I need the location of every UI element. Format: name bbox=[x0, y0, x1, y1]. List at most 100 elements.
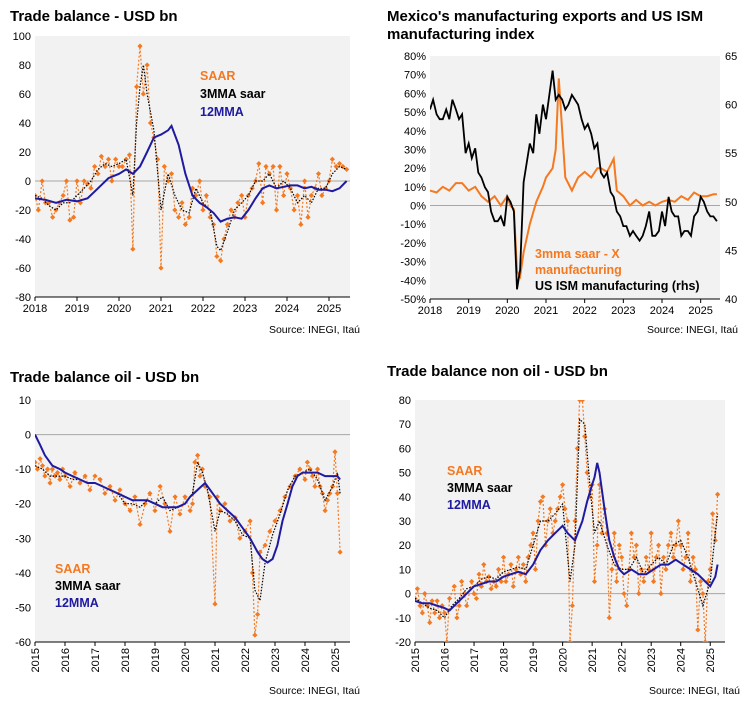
saar-point bbox=[203, 192, 209, 199]
x-tick-label: 2023 bbox=[270, 648, 282, 672]
y-tick-label: -40% bbox=[400, 275, 426, 287]
saar-point bbox=[344, 166, 350, 172]
saar-point bbox=[158, 265, 164, 271]
saar-point bbox=[235, 200, 241, 206]
saar-point bbox=[60, 192, 66, 199]
saar-point bbox=[95, 171, 101, 177]
chart-title: Trade balance non oil - USD bn bbox=[387, 363, 608, 380]
saar-point bbox=[324, 497, 331, 503]
saar-point bbox=[97, 476, 103, 483]
x-tick-label: 2020 bbox=[495, 305, 519, 317]
y-tick-label: 30% bbox=[404, 144, 426, 156]
saar-point bbox=[319, 490, 325, 496]
y-tick-label: 40% bbox=[404, 126, 426, 138]
x-tick-label: 2015 bbox=[30, 648, 42, 672]
saar-point bbox=[673, 542, 679, 548]
legend-label: 3mma saar - X bbox=[535, 247, 620, 261]
y-tick-label: 0 bbox=[405, 589, 411, 601]
saar-point bbox=[182, 221, 188, 228]
x-tick-label: 2018 bbox=[499, 648, 511, 672]
saar-point bbox=[74, 178, 80, 184]
saar-point bbox=[417, 603, 423, 609]
y-tick-label: -10% bbox=[400, 219, 426, 231]
x-tick-label: 2019 bbox=[456, 305, 480, 317]
y-tick-label: 40 bbox=[19, 118, 31, 130]
legend-label: 3MMA saar bbox=[447, 481, 513, 495]
y-tick-label: 10 bbox=[19, 395, 31, 407]
saar-point bbox=[700, 591, 706, 597]
x-tick-label: 2017 bbox=[90, 648, 102, 672]
chart-source: Source: INEGI, Itaú bbox=[646, 324, 738, 336]
saar-point bbox=[189, 501, 196, 507]
y-tick-label: 20% bbox=[404, 163, 426, 175]
saar-point bbox=[50, 214, 56, 220]
saar-point bbox=[315, 171, 322, 177]
x-tick-label: 2015 bbox=[410, 648, 422, 672]
saar-point bbox=[702, 639, 708, 642]
saar-point bbox=[582, 433, 588, 439]
saar-point bbox=[214, 253, 220, 259]
y-tick-label: 30 bbox=[399, 516, 411, 528]
chart-panel-trade-balance-non-oil: Trade balance non oil - USD bn -20 -10 0 10… bbox=[375, 355, 750, 705]
x-tick-label: 2020 bbox=[107, 303, 131, 315]
saar-point bbox=[337, 549, 343, 555]
saar-point bbox=[333, 163, 339, 170]
saar-point bbox=[427, 620, 433, 626]
x-tick-label: 2019 bbox=[65, 303, 89, 315]
x-tick-label: 2023 bbox=[233, 303, 257, 315]
y-tick-label: 60% bbox=[404, 88, 426, 100]
chart-source: Source: INEGI, Itaú bbox=[268, 324, 360, 336]
saar-point bbox=[218, 258, 224, 264]
y-tick-label: 10% bbox=[404, 182, 426, 194]
x-tick-label: 2025 bbox=[705, 648, 717, 672]
saar-point bbox=[304, 459, 310, 465]
y2-tick-label: 60 bbox=[725, 100, 737, 112]
series-line-saar bbox=[35, 46, 347, 269]
saar-point bbox=[683, 554, 689, 560]
saar-point bbox=[137, 521, 143, 528]
y-tick-label: -30 bbox=[15, 533, 31, 545]
x-tick-label: 2024 bbox=[275, 303, 299, 315]
saar-point bbox=[291, 207, 297, 213]
saar-point bbox=[130, 246, 136, 252]
saar-point bbox=[260, 200, 266, 206]
y-tick-label: 0 bbox=[25, 430, 31, 442]
saar-point bbox=[308, 192, 314, 199]
saar-point bbox=[126, 152, 133, 158]
x-tick-label: 2021 bbox=[534, 305, 558, 317]
saar-point bbox=[685, 530, 691, 536]
chart-trade-balance-non-oil: -20 -10 0 10 20 30 40 50 60 70 80 2015 2016 2017 2018 2… bbox=[395, 395, 725, 672]
saar-point bbox=[227, 518, 233, 524]
chart-trade-balance-oil: -60 -50 -40 -30 -20 -10 0 10 2015 2016 2017 2018 201… bbox=[15, 395, 350, 672]
saar-point bbox=[200, 207, 206, 213]
saar-point bbox=[282, 494, 288, 500]
saar-point bbox=[67, 217, 73, 223]
saar-point bbox=[84, 181, 91, 187]
saar-point bbox=[319, 192, 325, 199]
saar-point bbox=[277, 508, 283, 514]
chart-panel-trade-balance: Trade balance - USD bn -80 -60 -40 -20 0 20 40… bbox=[0, 0, 375, 345]
saar-point bbox=[239, 192, 245, 199]
saar-point bbox=[165, 178, 171, 184]
x-tick-label: 2023 bbox=[611, 305, 635, 317]
x-tick-label: 2025 bbox=[330, 648, 342, 672]
saar-point bbox=[119, 163, 125, 170]
y-tick-label: -40 bbox=[15, 234, 31, 246]
x-tick-label: 2019 bbox=[528, 648, 540, 672]
y2-tick-label: 50 bbox=[725, 197, 737, 209]
saar-point bbox=[172, 207, 178, 213]
y-tick-label: -20 bbox=[15, 499, 31, 511]
legend-label: SAAR bbox=[200, 69, 235, 83]
saar-point bbox=[444, 639, 450, 642]
legend-label: 12MMA bbox=[55, 596, 99, 610]
saar-point bbox=[329, 156, 335, 162]
saar-point bbox=[162, 501, 168, 507]
saar-point bbox=[697, 578, 704, 585]
plot-area bbox=[430, 56, 720, 299]
saar-point bbox=[186, 214, 192, 220]
saar-point bbox=[222, 501, 228, 507]
saar-point bbox=[419, 610, 425, 616]
x-tick-label: 2016 bbox=[60, 648, 72, 672]
x-tick-label: 2023 bbox=[646, 648, 658, 672]
x-tick-label: 2020 bbox=[180, 648, 192, 672]
